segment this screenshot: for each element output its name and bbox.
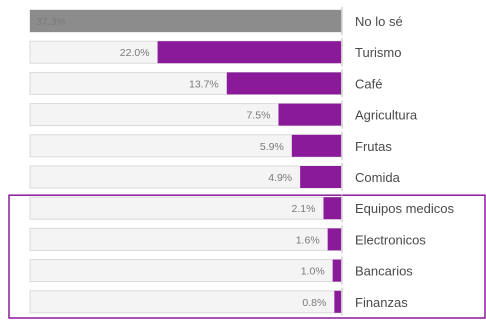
category-label: Comida <box>355 170 401 185</box>
bar <box>323 197 341 220</box>
category-label: Café <box>355 76 382 91</box>
bar <box>226 72 341 95</box>
value-label: 37.3% <box>36 16 66 28</box>
value-label: 13.7% <box>189 78 219 90</box>
category-label: Finanzas <box>355 295 408 310</box>
value-label: 5.9% <box>260 141 284 153</box>
highlight-box <box>8 194 486 319</box>
bar <box>300 166 341 188</box>
bar <box>332 259 341 282</box>
value-label: 22.0% <box>120 47 150 59</box>
category-label: No lo sé <box>355 14 403 29</box>
bar-track <box>29 165 342 189</box>
category-label: Equipos medicos <box>355 201 454 216</box>
bar <box>157 41 341 64</box>
category-label: Frutas <box>355 139 392 154</box>
bar <box>327 228 341 251</box>
bar <box>334 290 341 313</box>
category-label: Agricultura <box>355 108 418 123</box>
category-label: Electronicos <box>355 232 426 247</box>
value-label: 4.9% <box>268 172 292 184</box>
bar-track <box>29 259 342 283</box>
value-label: 0.8% <box>302 297 326 309</box>
value-label: 2.1% <box>292 203 316 215</box>
bar <box>291 134 341 157</box>
value-label: 1.6% <box>296 234 320 246</box>
category-label: Bancarios <box>355 264 413 279</box>
bar <box>30 10 341 32</box>
bar-track <box>29 290 342 314</box>
value-label: 7.5% <box>247 110 271 122</box>
bar-track <box>29 227 342 251</box>
bar <box>278 103 341 126</box>
value-label: 1.0% <box>301 266 325 278</box>
category-label: Turismo <box>355 45 401 60</box>
